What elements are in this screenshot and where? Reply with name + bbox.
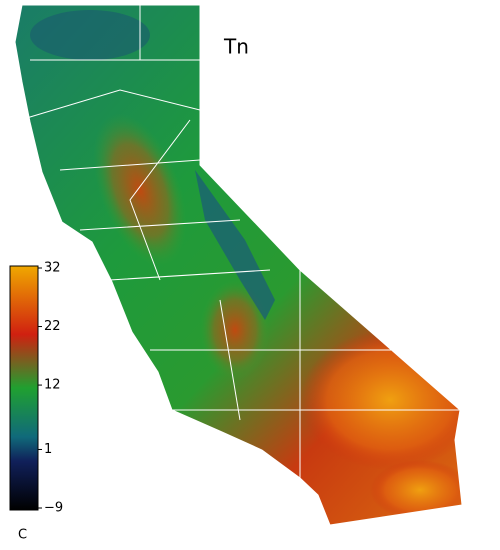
colorbar-tick-label: 1 — [44, 442, 52, 457]
colorbar-tick-label: 32 — [44, 261, 61, 276]
colorbar-tick-label: 12 — [44, 378, 61, 393]
colorbar-tick-label: 22 — [44, 319, 61, 334]
colorbar — [9, 265, 39, 511]
colorbar-tick-label: −9 — [44, 501, 63, 516]
colorbar-unit: C — [18, 528, 27, 543]
map-title: Tn — [223, 35, 249, 59]
